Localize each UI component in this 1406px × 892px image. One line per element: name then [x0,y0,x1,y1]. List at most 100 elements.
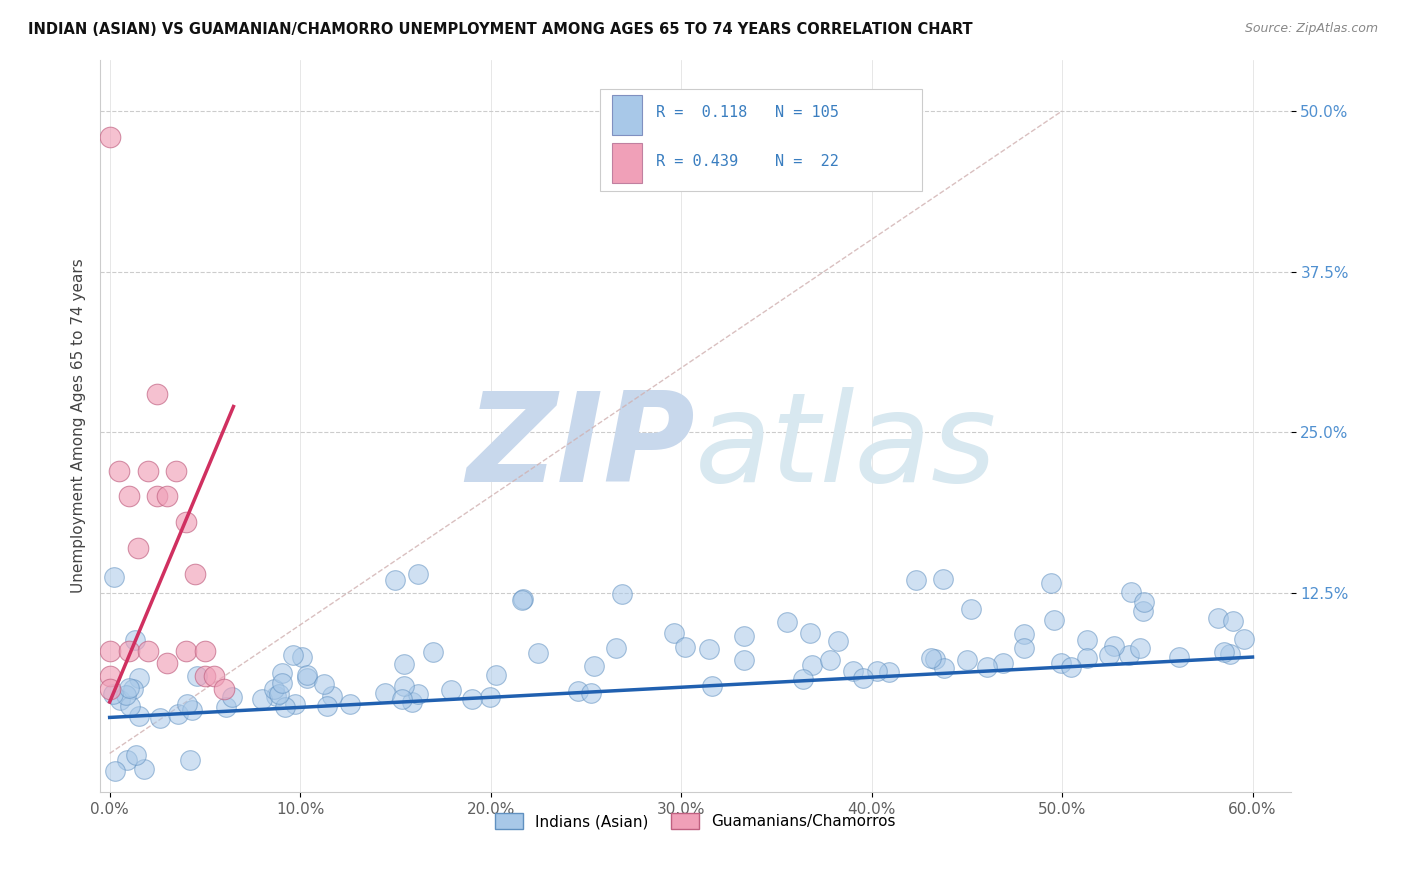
Point [842,665,865,679]
Point [149,711,172,725]
Bar [600,89,921,192]
Text: N =  22: N = 22 [775,154,839,169]
Point [186,669,208,683]
Point [312,677,335,691]
Point [1076,650,1098,665]
Point [103,687,125,701]
Point [579,686,602,700]
Point [610,587,633,601]
Point [321,689,343,703]
Point [401,695,423,709]
Text: N = 105: N = 105 [775,105,839,120]
Point [98,643,121,657]
Point [510,593,533,607]
Point [485,667,508,681]
Point [920,651,942,665]
Point [174,515,197,529]
Point [866,665,889,679]
Point [700,679,723,693]
Point [527,646,550,660]
Point [673,640,696,655]
Point [1042,613,1064,627]
Point [316,698,339,713]
Point [104,764,127,778]
Point [250,692,273,706]
Point [406,687,429,701]
Point [583,659,606,673]
Point [392,679,415,693]
Point [1076,633,1098,648]
Point [284,697,307,711]
Point [202,669,225,683]
Point [924,652,946,666]
Point [605,640,627,655]
Point [697,642,720,657]
Point [212,682,235,697]
Text: atlas: atlas [696,387,997,508]
Point [818,653,841,667]
Point [98,682,121,697]
Point [801,658,824,673]
Point [1132,604,1154,618]
Point [391,692,413,706]
Point [264,689,287,703]
Point [662,626,685,640]
Point [181,703,204,717]
Point [877,665,900,680]
Point [291,649,314,664]
Point [1102,639,1125,653]
Point [392,657,415,672]
Point [103,570,125,584]
Point [852,671,875,685]
Bar [612,95,641,135]
Point [1040,576,1063,591]
Point [776,615,799,630]
Point [156,657,179,671]
Point [128,671,150,685]
Point [1014,627,1036,641]
Point [167,706,190,721]
Point [297,667,319,681]
Point [215,700,238,714]
Point [440,683,463,698]
Point [1168,650,1191,665]
Point [125,748,148,763]
Y-axis label: Unemployment Among Ages 65 to 74 years: Unemployment Among Ages 65 to 74 years [72,259,86,593]
Point [1012,640,1035,655]
Point [478,690,501,704]
Point [339,697,361,711]
Point [956,653,979,667]
Point [115,753,138,767]
Point [270,665,292,680]
Point [827,634,849,648]
Point [221,690,243,704]
Point [1133,595,1156,609]
Point [1119,584,1142,599]
Point [114,688,136,702]
Point [1118,648,1140,663]
Point [422,644,444,658]
Point [136,643,159,657]
Point [132,762,155,776]
Point [269,687,291,701]
Point [960,602,983,616]
Point [108,464,131,478]
Text: R =  0.118: R = 0.118 [657,105,748,120]
Point [297,671,319,685]
Point [98,669,121,683]
Point [1219,647,1241,661]
Point [156,490,179,504]
Point [733,653,755,667]
Point [1059,660,1081,674]
Point [1098,648,1121,662]
Point [406,566,429,581]
Point [461,691,484,706]
Point [512,592,534,607]
Point [1212,645,1234,659]
Point [799,626,821,640]
Text: INDIAN (ASIAN) VS GUAMANIAN/CHAMORRO UNEMPLOYMENT AMONG AGES 65 TO 74 YEARS CORR: INDIAN (ASIAN) VS GUAMANIAN/CHAMORRO UNE… [28,22,973,37]
Point [194,643,217,657]
Point [118,681,141,695]
Point [1233,632,1256,646]
Point [179,753,201,767]
